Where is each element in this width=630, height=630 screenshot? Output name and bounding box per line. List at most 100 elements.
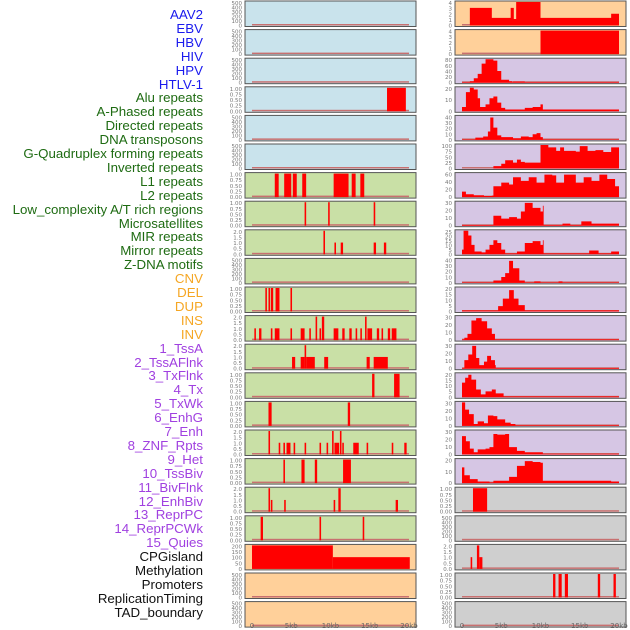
track-label: Inverted repeats — [106, 159, 203, 175]
feature-bar — [333, 328, 339, 341]
feature-bar — [339, 431, 342, 455]
y-tick-label: 200 — [232, 72, 243, 78]
y-tick-label: 1.00 — [230, 287, 243, 293]
feature-bar — [404, 442, 407, 455]
feature-bar — [259, 328, 262, 341]
y-tick-label: 0 — [449, 481, 453, 487]
y-tick-label: 20 — [445, 209, 452, 215]
y-tick-label: 0.0 — [233, 338, 242, 344]
y-tick-label: 0 — [449, 538, 453, 544]
y-tick-label: 0.00 — [230, 424, 243, 430]
y-tick-label: 500 — [232, 573, 243, 579]
y-tick-label: 0.00 — [440, 510, 453, 516]
y-tick-label: 0.75 — [230, 92, 243, 98]
track-label: 15_Quies — [146, 535, 203, 551]
y-tick-label: 300 — [232, 67, 243, 73]
track-label: HTLV-1 — [158, 76, 203, 92]
track-label: L2 repeats — [140, 187, 203, 203]
y-tick-label: 0.00 — [440, 596, 453, 602]
y-tick-label: 1.00 — [230, 373, 243, 379]
y-tick-label: 0 — [449, 52, 453, 58]
baseline — [252, 310, 409, 312]
y-tick-label: 300 — [232, 124, 243, 130]
feature-bar — [342, 442, 344, 455]
y-tick-label: 0.5 — [233, 247, 242, 253]
y-tick-label: 1.0 — [233, 241, 242, 247]
track-panel: 1.000.750.500.250.00 — [230, 286, 417, 316]
y-tick-label: 200 — [232, 544, 243, 550]
feature-bar — [314, 459, 318, 484]
track-label: 8_ZNF_Rpts — [127, 437, 203, 453]
density-area — [469, 2, 619, 26]
y-tick-label: 0 — [449, 338, 453, 344]
track-label: 7_Enh — [164, 424, 203, 439]
y-tick-label: 300 — [232, 582, 243, 588]
y-tick-label: 40 — [445, 115, 452, 121]
x-tick-label: 0 — [250, 622, 254, 630]
track-label: 5_TxWk — [154, 396, 203, 412]
y-tick-label: 0.00 — [230, 395, 243, 401]
y-tick-label: 500 — [442, 516, 453, 522]
y-tick-label: 0 — [239, 167, 243, 173]
density-area — [462, 260, 619, 283]
y-tick-label: 500 — [232, 258, 243, 264]
y-tick-label: 1.00 — [230, 87, 243, 93]
y-tick-label: 1 — [449, 46, 453, 52]
y-tick-label: 60 — [445, 173, 452, 179]
y-tick-label: 0.0 — [443, 567, 452, 573]
feature-bar — [302, 173, 307, 198]
y-tick-label: 1.5 — [233, 235, 242, 241]
y-tick-label: 0.50 — [230, 413, 243, 419]
y-tick-label: 10 — [445, 98, 452, 104]
track-label: 1_TssA — [159, 340, 203, 356]
y-tick-label: 2.0 — [233, 430, 242, 436]
y-tick-label: 500 — [232, 30, 243, 36]
feature-bar — [292, 173, 297, 198]
y-tick-label: 0 — [449, 453, 453, 459]
y-tick-label: 1.00 — [230, 173, 243, 179]
y-tick-label: 0 — [239, 138, 243, 144]
baseline — [252, 424, 409, 426]
y-tick-label: 10 — [445, 445, 452, 451]
track-label: DUP — [174, 298, 203, 314]
y-tick-label: 30 — [445, 264, 452, 270]
y-tick-label: 400 — [232, 120, 243, 126]
y-tick-label: 80 — [445, 58, 452, 64]
y-tick-label: 0.00 — [230, 481, 243, 487]
y-tick-label: 0.50 — [230, 98, 243, 104]
y-tick-label: 5 — [449, 304, 453, 310]
y-tick-label: 25 — [445, 230, 452, 236]
baseline — [462, 567, 619, 569]
feature-bar — [355, 328, 358, 341]
feature-bar — [300, 356, 305, 369]
feature-bar — [553, 574, 556, 598]
y-tick-label: 400 — [232, 578, 243, 584]
y-tick-label: 40 — [445, 180, 452, 186]
feature-bar — [395, 499, 399, 512]
y-tick-label: 0 — [449, 310, 453, 316]
y-tick-label: 0.0 — [233, 510, 242, 516]
y-tick-label: 10 — [445, 275, 452, 281]
panel-background — [454, 543, 627, 571]
y-tick-label: 20 — [445, 352, 452, 358]
feature-bar — [284, 173, 292, 198]
baseline — [252, 453, 409, 455]
feature-bar — [367, 328, 373, 341]
density-area — [462, 290, 619, 312]
feature-bar — [347, 402, 351, 426]
y-tick-label: 400 — [442, 520, 453, 526]
y-tick-label: 1.00 — [230, 459, 243, 465]
panel-background — [244, 200, 417, 228]
y-tick-label: 0 — [449, 252, 453, 258]
y-tick-label: 0.75 — [230, 378, 243, 384]
y-tick-label: 0 — [239, 281, 243, 287]
x-tick-label: 10kb — [532, 622, 550, 630]
y-tick-label: 20 — [445, 87, 452, 93]
track-label: 4_Tx — [173, 382, 203, 398]
